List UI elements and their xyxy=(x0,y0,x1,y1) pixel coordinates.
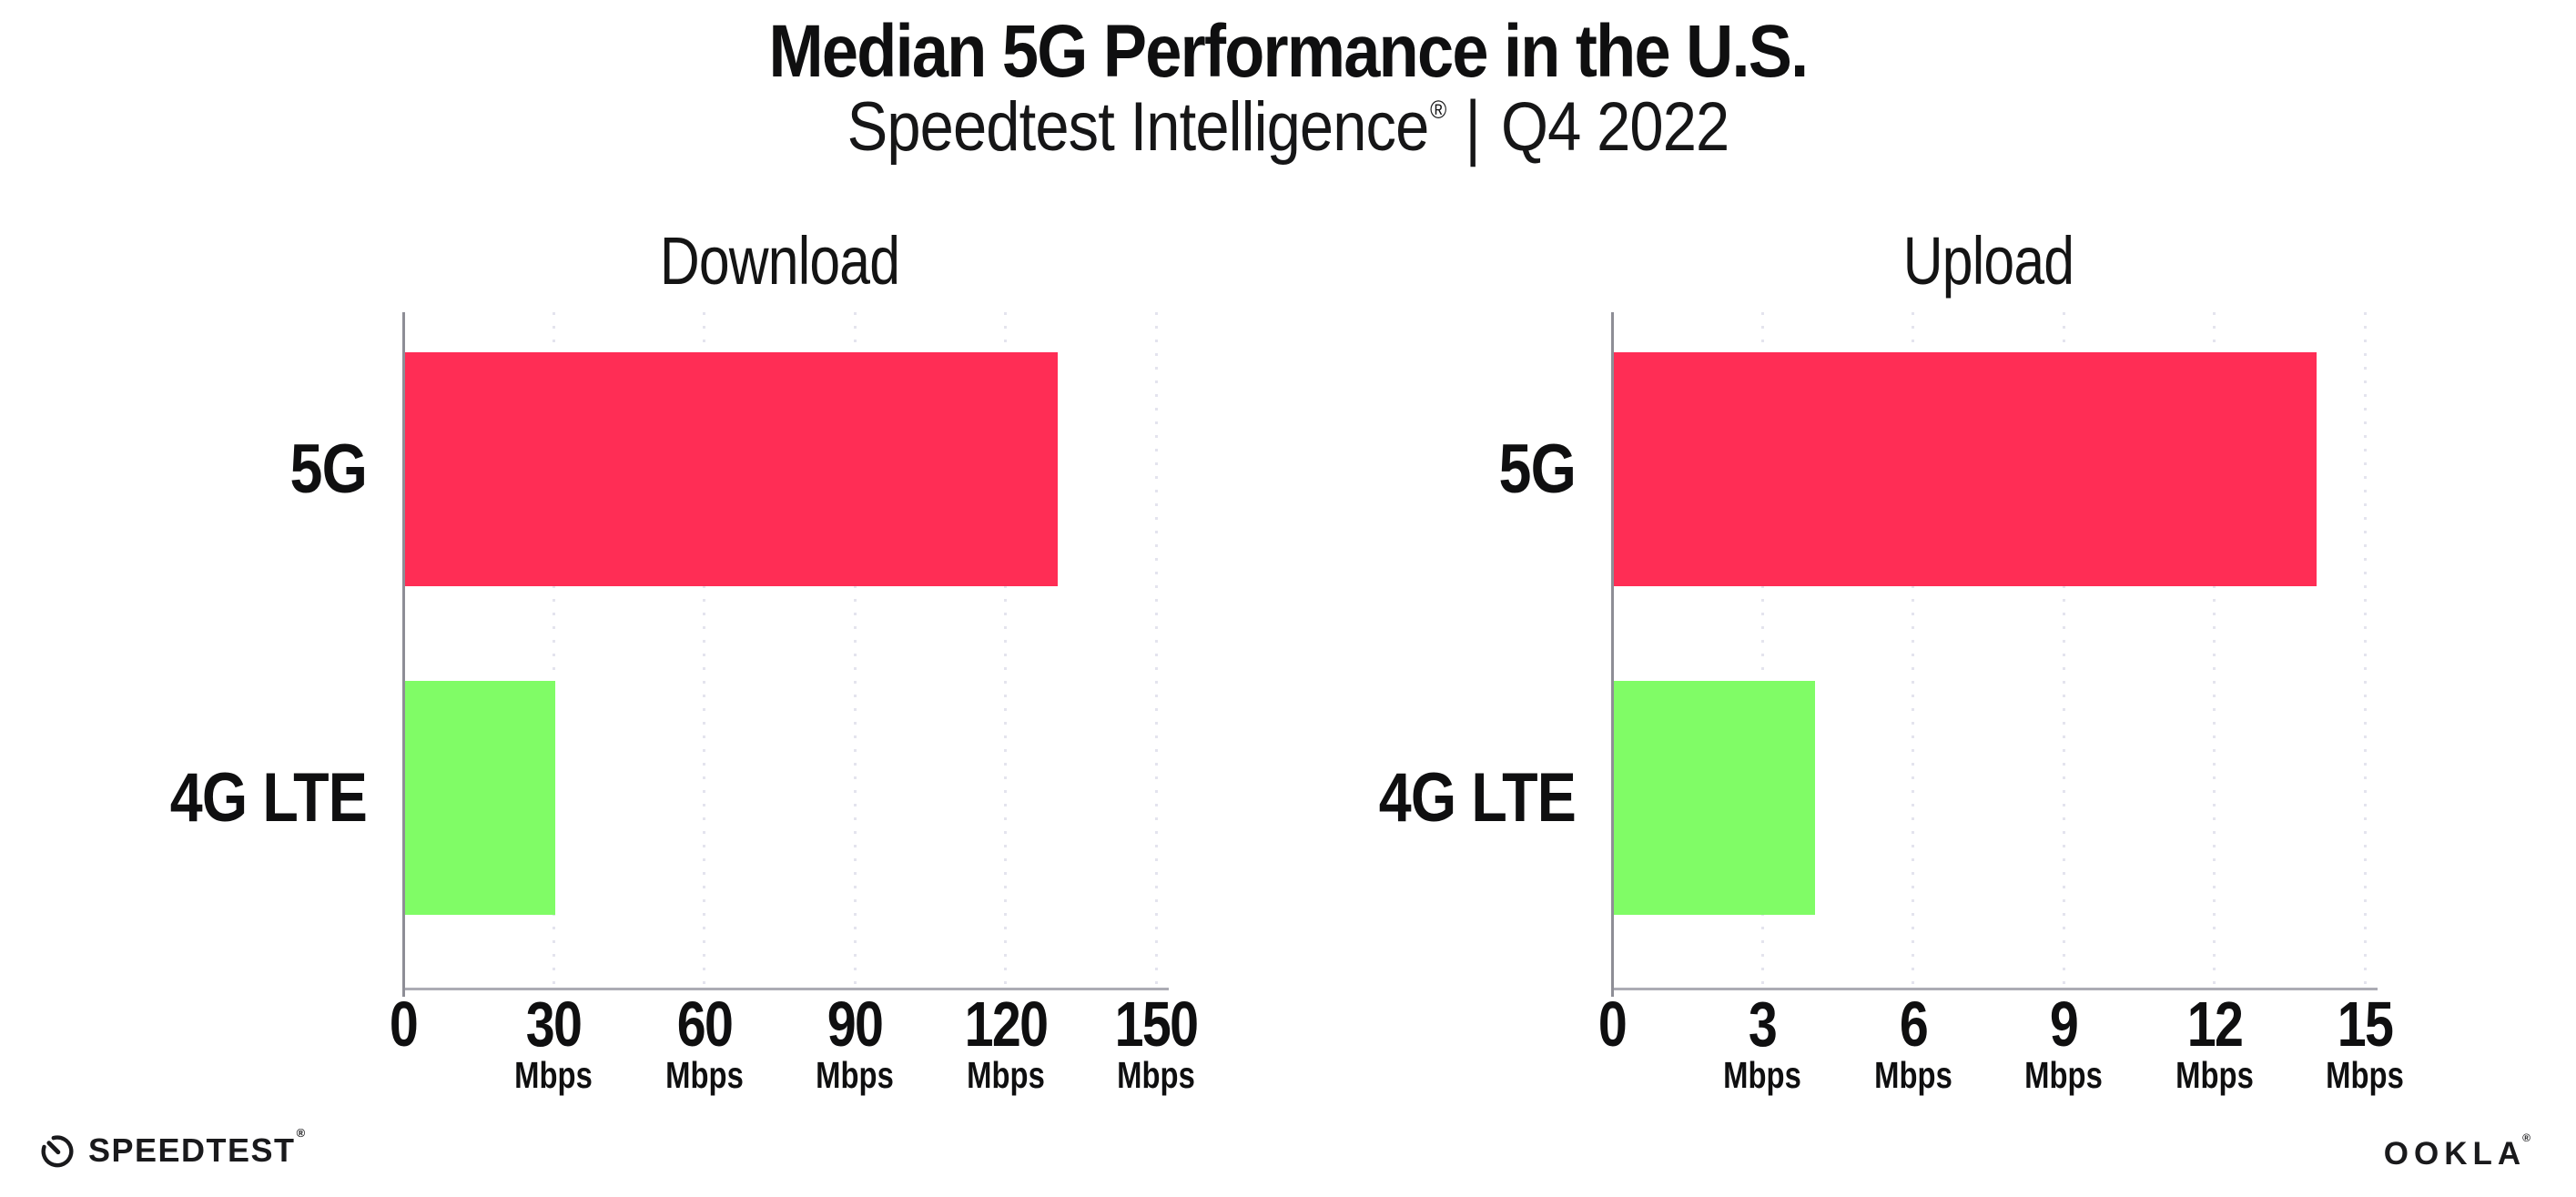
x-tick-unit-label: Mbps xyxy=(1873,1054,1952,1096)
gridline xyxy=(2062,312,2065,991)
category-label-4g-lte: 4G LTE xyxy=(169,759,368,837)
speedtest-gauge-icon xyxy=(41,1135,74,1168)
x-tick-unit-label: Mbps xyxy=(514,1054,593,1096)
x-tick-label-30: 30 xyxy=(526,989,583,1060)
gridline xyxy=(1154,312,1158,991)
x-tick-unit-label: Mbps xyxy=(2024,1054,2103,1096)
x-tick-label-15: 15 xyxy=(2337,989,2394,1060)
download-chart-title: Download xyxy=(659,223,900,299)
x-tick-label-0: 0 xyxy=(389,989,419,1060)
x-tick-unit-label: Mbps xyxy=(2326,1054,2404,1096)
x-tick-label-120: 120 xyxy=(964,989,1048,1060)
gridline xyxy=(1760,312,1764,991)
x-tick-label-60: 60 xyxy=(676,989,734,1060)
gridline xyxy=(703,312,706,991)
subtitle-period: Q4 2022 xyxy=(1500,88,1729,166)
gridline xyxy=(552,312,555,991)
ookla-trademark-icon: ® xyxy=(2522,1131,2536,1144)
gridline xyxy=(1912,312,1915,991)
bar-4g-lte-download xyxy=(405,681,556,915)
x-tick-unit-label: Mbps xyxy=(816,1054,894,1096)
x-tick-unit-label: Mbps xyxy=(2175,1054,2254,1096)
gauge-needle-icon xyxy=(46,1141,61,1155)
ookla-logo: OOKLA® xyxy=(2383,1132,2540,1172)
x-tick-unit-label: Mbps xyxy=(1723,1054,1802,1096)
x-tick-label-150: 150 xyxy=(1114,989,1199,1060)
bar-5g-upload xyxy=(1614,352,2317,586)
page-title: Median 5G Performance in the U.S. xyxy=(768,10,1810,93)
ookla-wordmark: OOKLA xyxy=(2383,1136,2527,1172)
page-subtitle: Speedtest Intelligence® | Q4 2022 xyxy=(155,86,2421,168)
subtitle-separator: | xyxy=(1465,86,1481,168)
category-label-4g-lte: 4G LTE xyxy=(1378,759,1577,837)
x-axis-line xyxy=(402,988,1169,990)
x-tick-unit-label: Mbps xyxy=(664,1054,744,1096)
gridline xyxy=(2363,312,2367,991)
x-tick-label-6: 6 xyxy=(1899,989,1929,1060)
subtitle-brand: Speedtest Intelligence xyxy=(847,88,1430,166)
upload-chart-plot: 5G 4G LTE 0 3 Mbps 6 Mbps 9 Mbps 12 Mbps 15 Mbps xyxy=(1379,312,2404,1094)
x-tick-unit-label: Mbps xyxy=(966,1054,1045,1096)
x-tick-label-90: 90 xyxy=(827,989,884,1060)
category-label-5g: 5G xyxy=(1498,431,1577,508)
speedtest-trademark-icon: ® xyxy=(296,1126,307,1140)
category-label-5g: 5G xyxy=(289,431,368,508)
x-axis-line xyxy=(1611,988,2378,990)
x-tick-label-0: 0 xyxy=(1597,989,1628,1060)
x-tick-label-9: 9 xyxy=(2050,989,2079,1060)
y-axis-line xyxy=(402,312,405,997)
registered-trademark-icon: ® xyxy=(1430,96,1446,124)
y-axis-line xyxy=(1611,312,1614,997)
x-tick-label-12: 12 xyxy=(2186,989,2243,1060)
upload-chart-title: Upload xyxy=(1902,223,2074,299)
gridline xyxy=(853,312,857,991)
speedtest-logo: SPEEDTEST® xyxy=(38,1126,307,1170)
x-tick-label-3: 3 xyxy=(1749,989,1778,1060)
download-chart-plot: 5G 4G LTE 0 30 Mbps 60 Mbps 90 Mbps 120 Mbps 150 Mbp… xyxy=(170,312,1199,1094)
bar-5g-download xyxy=(405,352,1058,586)
x-tick-unit-label: Mbps xyxy=(1117,1054,1195,1096)
gridline xyxy=(1004,312,1008,991)
bar-4g-lte-upload xyxy=(1614,681,1815,915)
speedtest-wordmark: SPEEDTEST® xyxy=(88,1126,307,1169)
gridline xyxy=(2213,312,2216,991)
